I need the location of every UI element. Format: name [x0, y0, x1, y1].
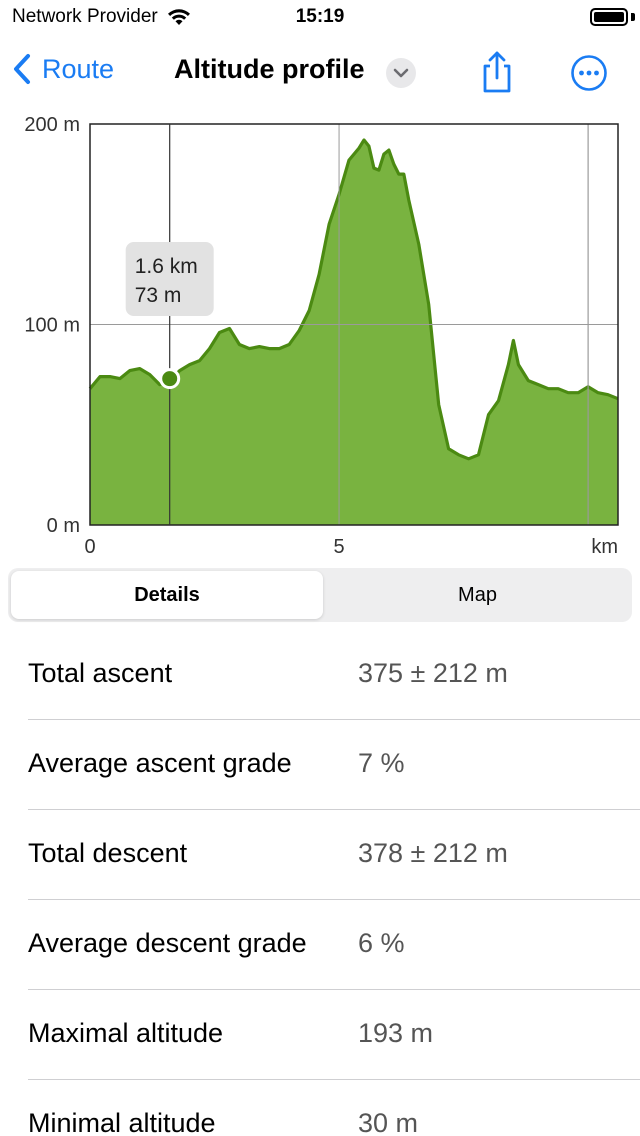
stat-label: Maximal altitude — [28, 1018, 224, 1048]
y-tick-label: 0 m — [47, 515, 80, 537]
title-menu-button[interactable] — [386, 58, 416, 88]
battery-icon — [590, 8, 628, 26]
page-title[interactable]: Altitude profile — [174, 54, 365, 84]
stat-value: 6 % — [358, 928, 405, 958]
status-time: 15:19 — [295, 6, 345, 27]
chevron-left-icon — [14, 54, 30, 84]
x-tick-label: 5 — [333, 536, 344, 558]
back-button-label: Route — [42, 53, 115, 84]
profile-line — [88, 138, 619, 461]
more-icon[interactable] — [570, 54, 608, 92]
statistics-list: Total ascent 375 ± 212 m Average ascent … — [0, 630, 640, 1136]
y-tick-label: 200 m — [24, 114, 80, 136]
wifi-icon — [167, 9, 190, 25]
stat-label: Average ascent grade — [28, 748, 292, 778]
stat-label: Total descent — [28, 838, 188, 868]
stat-label: Total ascent — [28, 658, 173, 688]
plot-frame — [89, 123, 619, 526]
navigation-bar: Route Altitude profile — [0, 40, 640, 104]
chevron-down-icon — [393, 68, 409, 78]
x-tick-label: 0 — [84, 536, 95, 558]
battery-cap — [631, 13, 635, 21]
cursor-marker[interactable] — [159, 368, 181, 390]
cursor-distance-label: 1.6 km — [135, 255, 198, 278]
stat-row-total-descent: Total descent 378 ± 212 m — [0, 810, 640, 900]
tab-details[interactable]: Details — [11, 571, 323, 619]
stat-row-maximal-altitude: Maximal altitude 193 m — [0, 990, 640, 1080]
view-segmented-control: Details Map — [8, 568, 632, 622]
stat-value: 193 m — [358, 1018, 434, 1048]
cursor-tooltip — [125, 242, 214, 316]
x-axis-unit-label: km — [591, 536, 618, 558]
stat-label: Average descent grade — [28, 928, 307, 958]
stat-label: Minimal altitude — [28, 1108, 216, 1136]
cursor-altitude-label: 73 m — [135, 284, 182, 307]
y-tick-label: 100 m — [24, 315, 80, 337]
share-icon[interactable] — [478, 50, 516, 94]
stat-row-average-descent-grade: Average descent grade 6 % — [0, 900, 640, 990]
stat-value: 7 % — [358, 748, 405, 778]
stat-row-minimal-altitude: Minimal altitude 30 m — [0, 1080, 640, 1136]
status-bar: Network Provider 15:19 — [0, 0, 640, 36]
carrier-group: Network Provider — [12, 6, 192, 28]
altitude-profile-chart[interactable]: 0 m 100 m 200 m 0 5 km 1.6 km 73 m — [0, 108, 640, 568]
stat-value: 375 ± 212 m — [358, 658, 508, 688]
stat-value: 30 m — [358, 1108, 419, 1136]
tab-map[interactable]: Map — [458, 583, 497, 606]
stat-row-average-ascent-grade: Average ascent grade 7 % — [0, 720, 640, 810]
stat-value: 378 ± 212 m — [358, 838, 508, 868]
back-button[interactable]: Route — [10, 52, 114, 86]
stat-row-total-ascent: Total ascent 375 ± 212 m — [0, 630, 640, 720]
carrier-name: Network Provider — [12, 6, 158, 27]
